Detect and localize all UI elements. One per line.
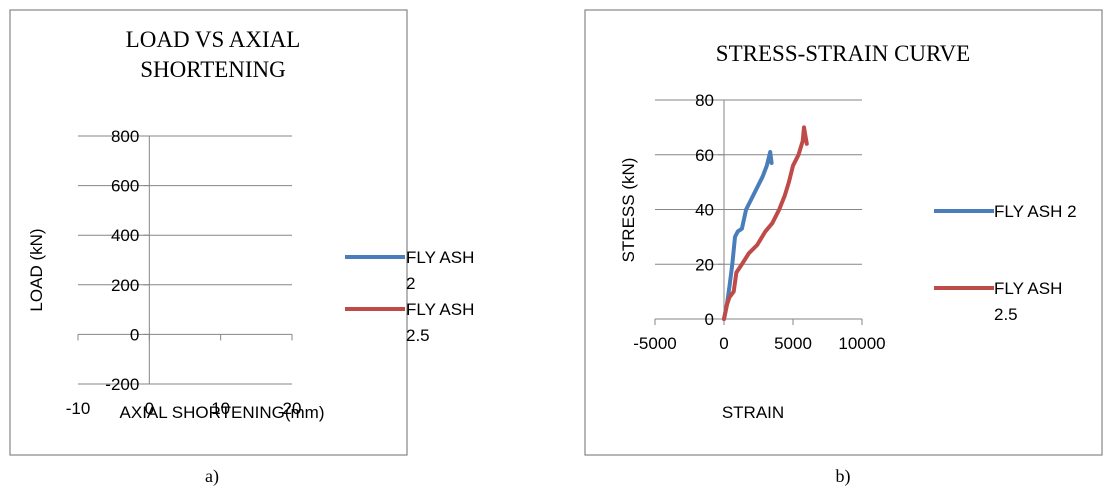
chart-b-title: STRESS-STRAIN CURVE [716, 41, 970, 66]
chart-a-title-line2: SHORTENING [140, 57, 286, 82]
chart-a-x-axis-label: AXIAL SHORTENING(mm) [120, 403, 325, 422]
chart-a-y-tick-label-0: -200 [105, 375, 139, 394]
chart-a-y-tick-label-3: 400 [111, 226, 139, 245]
chart-a-x-tick-label-3: 20 [283, 399, 302, 418]
chart-b-legend: FLY ASH 2 FLY ASH 2.5 [934, 202, 1077, 324]
caption-a: a) [205, 466, 219, 487]
chart-b-y-tick-label-2: 40 [695, 201, 714, 220]
caption-b: b) [836, 466, 851, 487]
chart-a-legend-label-fly-ash-2-line1: FLY ASH [406, 248, 474, 267]
chart-a-y-tick-label-4: 600 [111, 177, 139, 196]
chart-a-y-tick-label-5: 800 [111, 127, 139, 146]
chart-b-y-tick-label-0: 0 [705, 310, 714, 329]
chart-b-x-tick-label-2: 5000 [774, 334, 812, 353]
chart-a-legend-label-fly-ash-2-5-line2: 2.5 [406, 326, 430, 345]
chart-a-x-tick-label-0: -10 [66, 399, 91, 418]
chart-b-frame [584, 9, 1103, 456]
chart-b-legend-label-fly-ash-2: FLY ASH 2 [994, 202, 1077, 221]
chart-a-frame [9, 9, 408, 456]
chart-b: STRESS-STRAIN CURVE 0 20 40 60 80 -5000 0 5000 1… [584, 9, 1103, 487]
chart-a-y-tick-label-1: 0 [130, 325, 139, 344]
chart-a-y-axis-label: LOAD (kN) [27, 228, 46, 311]
chart-a-legend-label-fly-ash-2-line2: 2 [406, 274, 415, 293]
chart-a-legend-label-fly-ash-2-5-line1: FLY ASH [406, 300, 474, 319]
chart-a: LOAD VS AXIAL SHORTENING -20002004006008… [9, 9, 474, 487]
chart-b-plot: 0 20 40 60 80 -5000 0 5000 10000 [633, 91, 885, 353]
chart-b-series-line-fly-ash-2 [722, 150, 774, 321]
chart-b-x-tick-label-1: 0 [719, 334, 728, 353]
chart-a-x-tick-label-2: 10 [211, 399, 230, 418]
chart-b-series-line-fly-ash-2-5 [722, 125, 809, 321]
chart-b-y-tick-label-4: 80 [695, 91, 714, 110]
chart-a-plot: -200 0 200 400 600 800 -10 0 10 20 [66, 127, 302, 418]
chart-a-x-tick-label-1: 0 [145, 399, 154, 418]
chart-b-x-tick-label-0: -5000 [633, 334, 676, 353]
chart-b-legend-label-fly-ash-2-5-line1: FLY ASH [994, 279, 1062, 298]
chart-b-x-tick-label-3: 10000 [838, 334, 885, 353]
chart-b-y-tick-label-1: 20 [695, 255, 714, 274]
chart-b-x-axis-label: STRAIN [722, 403, 784, 422]
chart-a-title-line1: LOAD VS AXIAL [126, 27, 301, 52]
chart-b-y-tick-label-3: 60 [695, 146, 714, 165]
chart-b-legend-label-fly-ash-2-5-line2: 2.5 [994, 305, 1018, 324]
chart-a-y-tick-label-2: 200 [111, 276, 139, 295]
chart-b-y-axis-label: STRESS (kN) [619, 158, 638, 263]
chart-a-legend: FLY ASH 2 FLY ASH 2.5 [345, 248, 474, 345]
